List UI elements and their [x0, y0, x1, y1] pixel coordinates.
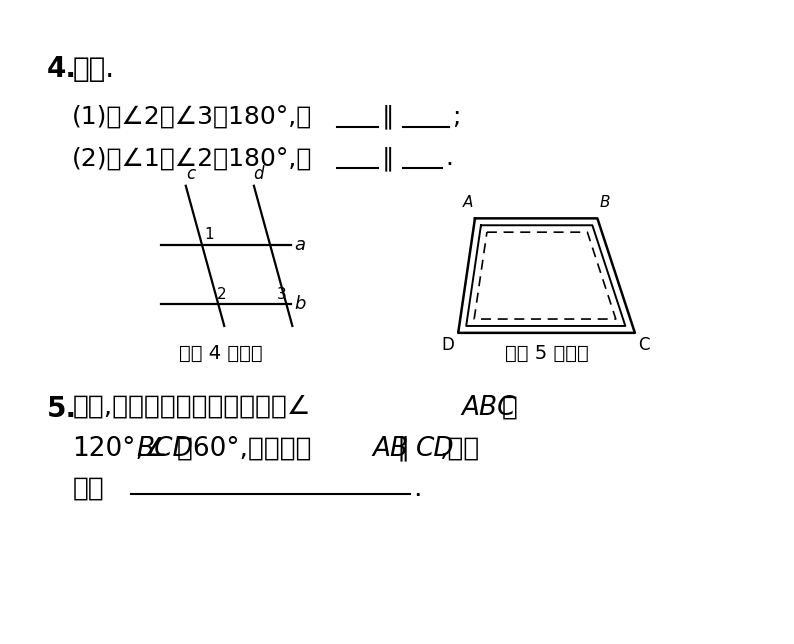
Text: 3: 3 [276, 287, 287, 302]
Text: .: . [445, 146, 453, 170]
Text: 4.: 4. [47, 55, 76, 84]
Text: ＝: ＝ [502, 395, 518, 421]
Text: 据是: 据是 [72, 476, 104, 502]
Text: c: c [186, 165, 195, 183]
Text: 如图.: 如图. [72, 55, 114, 84]
Text: d: d [253, 165, 264, 183]
Text: a: a [295, 236, 306, 254]
Text: （第 4 题图）: （第 4 题图） [179, 344, 262, 363]
Text: A: A [463, 196, 473, 211]
Text: (2)若∠1＋∠2＝180°,则: (2)若∠1＋∠2＝180°,则 [72, 146, 313, 170]
Text: ∥: ∥ [382, 105, 395, 129]
Text: ∥: ∥ [396, 435, 409, 462]
Text: （第 5 题图）: （第 5 题图） [505, 344, 589, 363]
Text: BCD: BCD [137, 435, 193, 462]
Text: .: . [413, 476, 422, 502]
Text: ;: ; [453, 105, 461, 129]
Text: C: C [638, 336, 649, 354]
Text: ＝60°,那么街道: ＝60°,那么街道 [177, 435, 320, 462]
Text: 5.: 5. [47, 395, 77, 423]
Text: (1)若∠2＋∠3＝180°,则: (1)若∠2＋∠3＝180°,则 [72, 105, 313, 129]
Text: AB: AB [372, 435, 408, 462]
Text: ,其依: ,其依 [441, 435, 480, 462]
Text: 如图,测得一条街道的两个拐角∠: 如图,测得一条街道的两个拐角∠ [72, 395, 310, 421]
Text: b: b [295, 295, 306, 313]
Text: 1: 1 [204, 227, 214, 242]
Text: CD: CD [416, 435, 454, 462]
Text: 2: 2 [218, 287, 227, 302]
Text: ABC: ABC [461, 395, 515, 421]
Text: B: B [599, 196, 610, 211]
Text: ∥: ∥ [382, 146, 395, 171]
Text: D: D [441, 336, 454, 354]
Text: 120°,∠: 120°,∠ [72, 435, 168, 462]
